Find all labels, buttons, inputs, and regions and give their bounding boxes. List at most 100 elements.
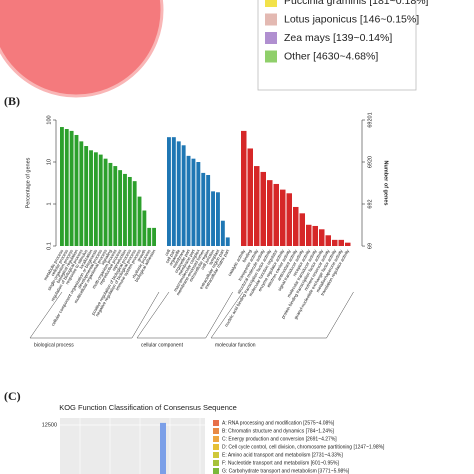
legend-label: E: Amino acid transport and metabolism [… [222, 452, 343, 458]
y2-tick-label: 69201 [367, 112, 373, 127]
bar [113, 166, 118, 246]
legend-label: Puccinia graminis [181~0.18%] [284, 0, 429, 7]
bar [206, 175, 211, 246]
legend-label: Lotus japonicus [146~0.15%] [284, 13, 419, 25]
legend-swatch [213, 444, 219, 450]
bar [84, 146, 89, 246]
bar [160, 422, 166, 474]
bar [98, 154, 103, 246]
group-bracket [136, 291, 233, 339]
bar [132, 181, 137, 246]
legend-swatch [213, 436, 219, 442]
legend-swatch [213, 420, 219, 426]
plot-background [60, 418, 205, 474]
legend-label: A: RNA processing and modification [2575… [222, 420, 335, 426]
bar [171, 137, 176, 246]
legend-label: Other [4630~4.68%] [284, 50, 378, 62]
bar [69, 130, 74, 246]
bar [225, 237, 230, 246]
legend-label: B: Chromatin structure and dynamics [784… [222, 428, 334, 434]
bar [89, 150, 93, 246]
y2-tick-label: 69 [367, 243, 373, 249]
bar [176, 141, 181, 246]
bar [64, 129, 69, 246]
bar [247, 148, 253, 246]
legend-label: Zea mays [139~0.14%] [284, 32, 392, 44]
legend-swatch [213, 452, 219, 458]
panel-label: (C) [4, 389, 21, 403]
bar [147, 227, 152, 246]
y2-axis-label: Number of genes [383, 161, 389, 206]
group-label: cellular component [141, 342, 184, 348]
y-tick-label: 10 [46, 159, 52, 165]
group-label: biological process [34, 342, 74, 348]
legend-swatch [265, 0, 277, 7]
chart-title: KOG Function Classification of Consensus… [59, 403, 237, 412]
bar [152, 227, 156, 246]
y-tick-label: 0.1 [46, 242, 52, 250]
legend-swatch [265, 50, 277, 63]
bar [280, 189, 286, 246]
legend-label: F: Nucleotide transport and metabolism [… [222, 460, 339, 466]
bar [93, 152, 98, 246]
x-tick-label: binding [241, 248, 253, 263]
legend-box [257, 0, 417, 91]
bar [338, 239, 344, 246]
bar [74, 134, 79, 246]
bar [254, 166, 260, 246]
legend-swatch [213, 468, 219, 474]
y-axis-label: Percentage of genes [25, 157, 31, 208]
bar [186, 155, 191, 246]
bar [103, 158, 108, 246]
bar [79, 141, 84, 246]
bar [216, 192, 220, 246]
y2-tick-label: 692 [367, 199, 373, 208]
bar [332, 239, 338, 246]
bar [299, 213, 305, 246]
bar [325, 235, 331, 246]
y-tick-label: 100 [46, 115, 52, 124]
x-tick-label: cell [164, 249, 172, 257]
legend-swatch [265, 13, 277, 26]
bar [211, 191, 215, 246]
bar [118, 170, 123, 246]
group-bracket [29, 291, 160, 339]
pie-slice [0, 0, 164, 98]
bar [241, 130, 247, 246]
legend-label: C: Energy production and conversion [269… [222, 436, 337, 442]
bar [201, 172, 206, 246]
bar [267, 180, 273, 246]
bar [312, 225, 318, 246]
bar [167, 137, 171, 246]
legend-label: D: Cell cycle control, cell division, ch… [222, 444, 385, 450]
x-tick-label: growth [136, 248, 147, 262]
bar [60, 127, 64, 246]
y-tick-label: 12500 [42, 422, 57, 428]
bar [319, 229, 325, 246]
bar [306, 224, 312, 246]
legend-label: G: Carbohydrate transport and metabolism… [222, 468, 350, 474]
legend-swatch [213, 428, 219, 434]
bar [345, 242, 351, 246]
legend-swatch [265, 32, 277, 44]
bar [260, 171, 266, 246]
bar [273, 183, 279, 246]
bar [127, 176, 132, 246]
bar [142, 210, 147, 246]
y-tick-label: 1 [46, 202, 52, 205]
panel-label: (B) [4, 94, 20, 108]
bar [196, 162, 201, 246]
bar [181, 145, 186, 246]
bar [108, 162, 113, 246]
group-bracket [210, 291, 354, 339]
bar [191, 158, 196, 246]
legend-swatch [213, 460, 219, 466]
group-label: molecular function [215, 342, 256, 348]
bar [220, 220, 225, 246]
bar [137, 196, 142, 246]
bar [123, 173, 127, 246]
y2-tick-label: 6920 [367, 156, 373, 168]
bar [286, 193, 292, 246]
bar [293, 206, 299, 246]
